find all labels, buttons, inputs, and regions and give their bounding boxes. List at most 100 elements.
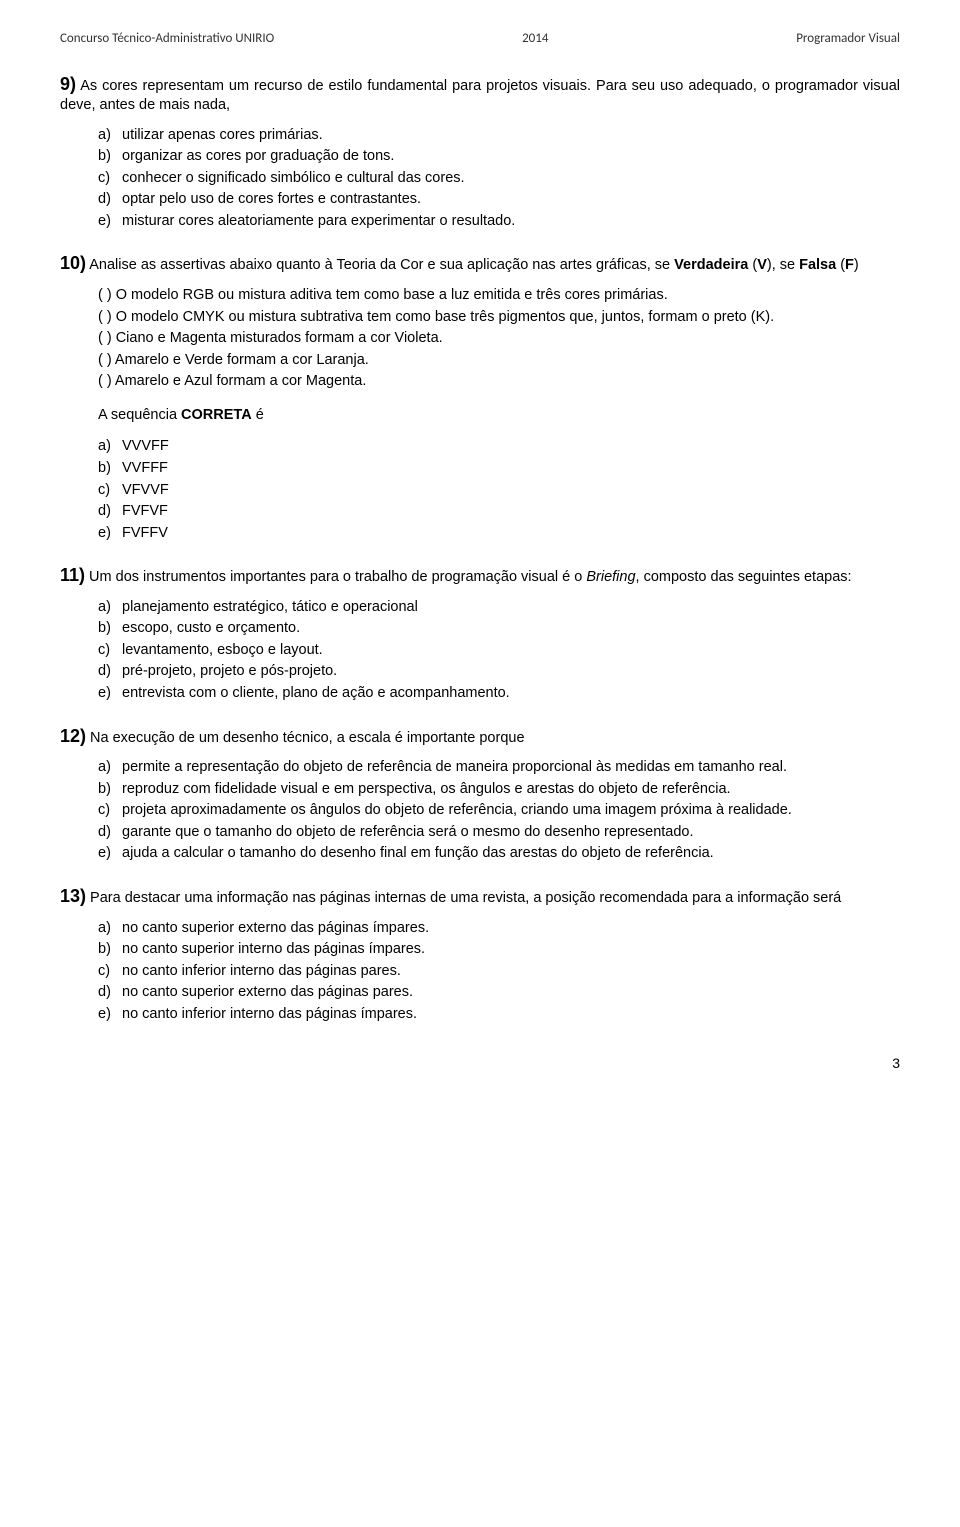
q10-stem-pre: Analise as assertivas abaixo quanto à Te… [86,257,674,273]
q13-option-d: d)no canto superior externo das páginas … [98,983,900,1003]
q10-tf-5: ( ) Amarelo e Azul formam a cor Magenta. [98,372,900,392]
option-letter: d) [98,983,122,1003]
q12-option-c: c)projeta aproximadamente os ângulos do … [98,801,900,821]
q9-option-d: d)optar pelo uso de cores fortes e contr… [98,190,900,210]
q12-options: a)permite a representação do objeto de r… [98,758,900,864]
q12-option-a: a)permite a representação do objeto de r… [98,758,900,778]
option-letter: e) [98,684,122,704]
q11-options: a)planejamento estratégico, tático e ope… [98,598,900,704]
q12-stem-text: Na execução de um desenho técnico, a esc… [86,730,525,746]
q10-stem-falsa: Falsa [799,257,836,273]
option-letter: d) [98,502,122,522]
q10-option-a: a)VVVFF [98,437,900,457]
option-text: escopo, custo e orçamento. [122,619,300,639]
q11-option-b: b)escopo, custo e orçamento. [98,619,900,639]
q11-stem-pre: Um dos instrumentos importantes para o t… [85,569,586,585]
option-letter: c) [98,481,122,501]
q11-option-e: e)entrevista com o cliente, plano de açã… [98,684,900,704]
q11-option-a: a)planejamento estratégico, tático e ope… [98,598,900,618]
option-letter: a) [98,758,122,778]
q10-tf-1: ( ) O modelo RGB ou mistura aditiva tem … [98,286,900,306]
q9-option-a: a)utilizar apenas cores primárias. [98,126,900,146]
option-text: no canto superior interno das páginas ím… [122,940,425,960]
q13-options: a)no canto superior externo das páginas … [98,919,900,1025]
option-letter: a) [98,126,122,146]
q10-option-d: d)FVFVF [98,502,900,522]
q10-seq-pre: A sequência [98,407,181,423]
q9-option-e: e)misturar cores aleatoriamente para exp… [98,212,900,232]
option-text: entrevista com o cliente, plano de ação … [122,684,510,704]
option-text: ajuda a calcular o tamanho do desenho fi… [122,844,714,864]
q10-number: 10) [60,253,86,273]
q10-seq-label: A sequência CORRETA é [98,406,900,426]
q10-stem-fl: F [845,257,854,273]
q13-option-e: e)no canto inferior interno das páginas … [98,1005,900,1025]
q9-stem-text: As cores representam um recurso de estil… [60,78,900,114]
option-letter: e) [98,524,122,544]
option-text: misturar cores aleatoriamente para exper… [122,212,515,232]
option-text: FVFFV [122,524,168,544]
option-text: projeta aproximadamente os ângulos do ob… [122,801,792,821]
q10-tf-3: ( ) Ciano e Magenta misturados formam a … [98,329,900,349]
q10-option-c: c)VFVVF [98,481,900,501]
option-letter: e) [98,844,122,864]
option-text: reproduz com fidelidade visual e em pers… [122,780,731,800]
option-text: no canto inferior interno das páginas pa… [122,962,401,982]
option-letter: d) [98,662,122,682]
q11-stem-italic: Briefing [586,569,635,585]
q13-stem: 13) Para destacar uma informação nas pág… [60,884,900,909]
question-10: 10) Analise as assertivas abaixo quanto … [60,251,900,543]
page-number: 3 [60,1054,900,1073]
option-text: garante que o tamanho do objeto de refer… [122,823,694,843]
q10-tf-items: ( ) O modelo RGB ou mistura aditiva tem … [98,286,900,392]
option-text: VFVVF [122,481,169,501]
q10-stem-verdadeira: Verdadeira [674,257,748,273]
q9-options: a)utilizar apenas cores primárias. b)org… [98,126,900,232]
q10-seq-bold: CORRETA [181,407,252,423]
q10-option-b: b)VVFFF [98,459,900,479]
option-text: VVFFF [122,459,168,479]
option-text: no canto superior externo das páginas ím… [122,919,429,939]
q9-stem: 9) As cores representam um recurso de es… [60,72,900,116]
option-letter: e) [98,1005,122,1025]
question-11: 11) Um dos instrumentos importantes para… [60,563,900,703]
q9-option-b: b)organizar as cores por graduação de to… [98,147,900,167]
q11-option-d: d)pré-projeto, projeto e pós-projeto. [98,662,900,682]
header-left: Concurso Técnico-Administrativo UNIRIO [60,30,274,48]
option-text: utilizar apenas cores primárias. [122,126,323,146]
option-letter: c) [98,641,122,661]
q10-stem-vl: V [757,257,767,273]
header-right: Programador Visual [796,30,900,48]
q10-seq-post: é [252,407,264,423]
option-letter: e) [98,212,122,232]
q12-option-d: d)garante que o tamanho do objeto de ref… [98,823,900,843]
q13-option-b: b)no canto superior interno das páginas … [98,940,900,960]
option-letter: c) [98,169,122,189]
option-text: conhecer o significado simbólico e cultu… [122,169,465,189]
q10-tf-4: ( ) Amarelo e Verde formam a cor Laranja… [98,351,900,371]
question-9: 9) As cores representam um recurso de es… [60,72,900,232]
question-12: 12) Na execução de um desenho técnico, a… [60,724,900,864]
q10-stem-mid: ), se [767,257,799,273]
option-text: organizar as cores por graduação de tons… [122,147,394,167]
option-text: permite a representação do objeto de ref… [122,758,787,778]
q11-stem: 11) Um dos instrumentos importantes para… [60,563,900,588]
q10-stem-end: ) [854,257,859,273]
option-text: FVFVF [122,502,168,522]
q11-stem-post: , composto das seguintes etapas: [636,569,852,585]
option-text: no canto superior externo das páginas pa… [122,983,413,1003]
q13-option-a: a)no canto superior externo das páginas … [98,919,900,939]
page-header: Concurso Técnico-Administrativo UNIRIO 2… [60,30,900,48]
option-letter: b) [98,940,122,960]
q10-options: a)VVVFF b)VVFFF c)VFVVF d)FVFVF e)FVFFV [98,437,900,543]
option-letter: b) [98,619,122,639]
option-letter: a) [98,437,122,457]
header-center: 2014 [522,30,548,48]
option-text: no canto inferior interno das páginas ím… [122,1005,417,1025]
question-13: 13) Para destacar uma informação nas pág… [60,884,900,1024]
q10-stem: 10) Analise as assertivas abaixo quanto … [60,251,900,276]
option-letter: b) [98,780,122,800]
q12-number: 12) [60,726,86,746]
option-text: pré-projeto, projeto e pós-projeto. [122,662,337,682]
option-letter: a) [98,598,122,618]
